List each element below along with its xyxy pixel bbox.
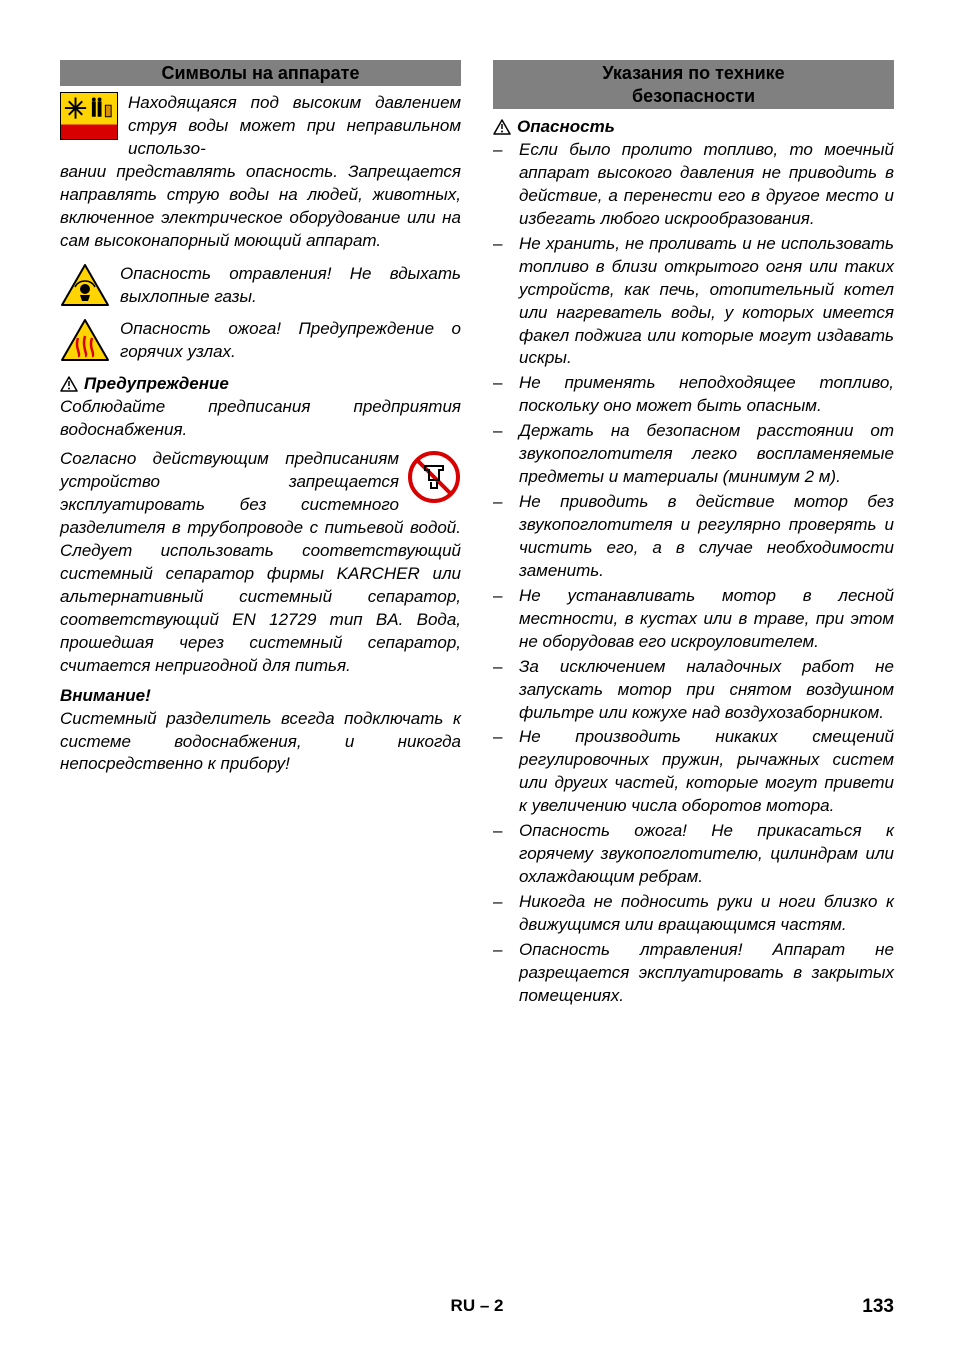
frost-protect-icon bbox=[60, 92, 118, 140]
list-item-text: Опасность ожога! Не прикасаться к горяче… bbox=[519, 820, 894, 889]
attention-text: Системный разделитель всегда подключать … bbox=[60, 708, 461, 777]
list-item: –Опасность ожога! Не прикасаться к горяч… bbox=[493, 820, 894, 889]
right-column: Указания по технике безопасности Опаснос… bbox=[493, 60, 894, 1010]
right-header-line2: безопасности bbox=[632, 85, 755, 108]
list-item: –Если было пролито топливо, то моечный а… bbox=[493, 139, 894, 231]
left-column: Символы на аппарате bbox=[60, 60, 461, 1010]
list-item: –Не производить никаких смещений регулир… bbox=[493, 726, 894, 818]
attention-heading: Внимание! bbox=[60, 686, 461, 706]
right-header-line1: Указания по технике bbox=[602, 62, 784, 85]
list-item-text: Если было пролито топливо, то моечный ап… bbox=[519, 139, 894, 231]
poison-block: Опасность отравления! Не вдыхать выхлопн… bbox=[60, 263, 461, 309]
dash-icon: – bbox=[493, 820, 505, 889]
footer-language-page: RU – 2 bbox=[451, 1296, 504, 1316]
dash-icon: – bbox=[493, 939, 505, 1008]
warning-label: Предупреждение bbox=[84, 374, 229, 394]
page: Символы на аппарате bbox=[0, 0, 954, 1354]
frost-block: Находящаяся под высоким давлением струя … bbox=[60, 92, 461, 253]
list-item: –Не применять неподходящее топливо, поск… bbox=[493, 372, 894, 418]
dash-icon: – bbox=[493, 233, 505, 371]
burn-block: Опасность ожога! Предупреждение о горячи… bbox=[60, 318, 461, 364]
footer-page-number: 133 bbox=[862, 1296, 894, 1318]
dash-icon: – bbox=[493, 656, 505, 725]
list-item: –Не приводить в действие мотор без звуко… bbox=[493, 491, 894, 583]
dash-icon: – bbox=[493, 726, 505, 818]
dash-icon: – bbox=[493, 420, 505, 489]
poison-text: Опасность отравления! Не вдыхать выхлопн… bbox=[120, 263, 461, 309]
list-item-text: Никогда не подносить руки и ноги близко … bbox=[519, 891, 894, 937]
two-column-layout: Символы на аппарате bbox=[60, 60, 894, 1010]
dash-icon: – bbox=[493, 491, 505, 583]
frost-text-inline: Находящаяся под высоким давлением струя … bbox=[128, 92, 461, 161]
danger-heading: Опасность bbox=[493, 117, 894, 137]
dash-icon: – bbox=[493, 372, 505, 418]
poison-warning-icon bbox=[60, 263, 110, 307]
list-item-text: Опасность лтравления! Аппарат не разреща… bbox=[519, 939, 894, 1008]
hot-surface-warning-icon bbox=[60, 318, 110, 362]
small-warning-triangle-icon bbox=[60, 376, 78, 392]
frost-text-continue: вании представлять опасность. Запрещаетс… bbox=[60, 161, 461, 253]
list-item-text: Не устанавливать мотор в лесной местност… bbox=[519, 585, 894, 654]
separator-block: Согласно действующим предписаниям устрой… bbox=[60, 448, 461, 677]
burn-text: Опасность ожога! Предупреждение о горячи… bbox=[120, 318, 461, 364]
list-item: –Не хранить, не проливать и не использов… bbox=[493, 233, 894, 371]
danger-label: Опасность bbox=[517, 117, 615, 137]
left-header-title: Символы на аппарате bbox=[161, 63, 359, 84]
right-section-header: Указания по технике безопасности bbox=[493, 60, 894, 109]
dash-icon: – bbox=[493, 585, 505, 654]
list-item-text: Держать на безопасном расстоянии от звук… bbox=[519, 420, 894, 489]
list-item: –Не устанавливать мотор в лесной местнос… bbox=[493, 585, 894, 654]
page-footer: RU – 2 133 bbox=[60, 1296, 894, 1318]
list-item-text: Не хранить, не проливать и не использова… bbox=[519, 233, 894, 371]
left-section-header: Символы на аппарате bbox=[60, 60, 461, 86]
separator-text: Согласно действующим предписаниям устрой… bbox=[60, 448, 461, 677]
list-item-text: Не применять неподходящее топливо, поско… bbox=[519, 372, 894, 418]
list-item: –За исключением наладочных работ не запу… bbox=[493, 656, 894, 725]
list-item-text: Не производить никаких смещений регулиро… bbox=[519, 726, 894, 818]
small-danger-triangle-icon bbox=[493, 119, 511, 135]
list-item: –Никогда не подносить руки и ноги близко… bbox=[493, 891, 894, 937]
list-item: –Держать на безопасном расстоянии от зву… bbox=[493, 420, 894, 489]
no-drinking-water-icon bbox=[407, 450, 461, 504]
dash-icon: – bbox=[493, 891, 505, 937]
water-supply-text: Соблюдайте предписания предприятия водос… bbox=[60, 396, 461, 442]
list-item-text: За исключением наладочных работ не запус… bbox=[519, 656, 894, 725]
danger-list: –Если было пролито топливо, то моечный а… bbox=[493, 139, 894, 1008]
list-item: –Опасность лтравления! Аппарат не разрещ… bbox=[493, 939, 894, 1008]
warning-heading: Предупреждение bbox=[60, 374, 461, 394]
dash-icon: – bbox=[493, 139, 505, 231]
list-item-text: Не приводить в действие мотор без звукоп… bbox=[519, 491, 894, 583]
